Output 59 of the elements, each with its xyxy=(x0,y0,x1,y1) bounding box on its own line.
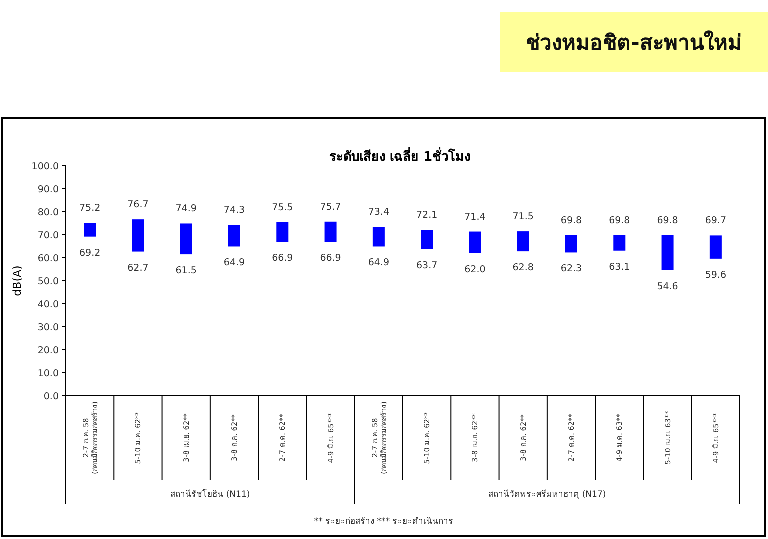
annotation: 62.8 xyxy=(512,262,534,274)
y-tick-label: 30.0 xyxy=(38,322,59,334)
annotation: 64.9 xyxy=(368,258,390,269)
annotation: 62.7 xyxy=(128,262,149,274)
y-tick-label: 10.0 xyxy=(38,368,59,380)
bar xyxy=(372,227,385,247)
bar xyxy=(517,232,530,252)
bar xyxy=(614,235,626,251)
y-tick-label: 70.0 xyxy=(38,230,59,242)
annotation: 54.6 xyxy=(657,281,678,292)
annotation: 59.6 xyxy=(705,270,727,281)
annotation: 69.2 xyxy=(79,248,101,259)
data-label: 69.8 xyxy=(560,215,582,226)
bar xyxy=(421,230,434,250)
data-label: 75.7 xyxy=(320,202,342,213)
data-label: 69.8 xyxy=(657,215,678,226)
annotation: 62.3 xyxy=(560,264,582,275)
text: สถานีรัชโยธิน (N11) xyxy=(170,489,250,500)
y-tick-label: 20.0 xyxy=(38,346,59,356)
data-label: 74.3 xyxy=(224,205,246,216)
data-label: 71.4 xyxy=(464,212,486,223)
data-label: 72.1 xyxy=(416,210,438,222)
data-label: 75.2 xyxy=(79,203,101,214)
bar xyxy=(180,224,192,255)
bar xyxy=(469,232,482,254)
y-tick-label: 90.0 xyxy=(38,184,59,196)
annotation: 62.0 xyxy=(464,264,486,276)
data-label: 69.8 xyxy=(609,215,630,226)
bar xyxy=(662,235,674,270)
bar xyxy=(84,223,96,237)
annotation: 64.9 xyxy=(224,258,246,269)
bar xyxy=(132,220,144,252)
y-tick-label: 40.0 xyxy=(38,300,59,310)
y-tick-label: 60.0 xyxy=(38,254,59,264)
text: สถานีวัดพระศรีมหาธาตุ (N17) xyxy=(488,489,606,500)
data-label: 76.7 xyxy=(128,200,149,211)
bar xyxy=(228,225,240,247)
text: ** ระยะก่อสร้าง *** ระยะดำเนินการ xyxy=(314,516,454,527)
data-label: 69.7 xyxy=(705,216,727,227)
annotation: 63.1 xyxy=(609,262,630,273)
y-tick-label: 80.0 xyxy=(38,208,59,218)
bar xyxy=(276,222,289,242)
chart-subtitle: ระดับเสียง เฉลี่ย 1ชั่วโมง xyxy=(329,147,471,165)
data-label: 71.5 xyxy=(512,212,534,223)
y-axis-title: dB(A) xyxy=(11,266,24,296)
bar xyxy=(566,235,578,253)
bar xyxy=(324,222,337,242)
data-label: 73.4 xyxy=(368,207,390,218)
y-tick-label: 100.0 xyxy=(32,162,59,172)
annotation: 66.9 xyxy=(320,253,342,264)
bar xyxy=(710,236,722,259)
data-label: 75.5 xyxy=(272,202,294,214)
annotation: 61.5 xyxy=(176,266,197,277)
data-label: 74.9 xyxy=(176,204,197,215)
y-tick-label: 50.0 xyxy=(38,276,59,288)
annotation: 63.7 xyxy=(416,260,438,272)
y-tick-label: 0.0 xyxy=(44,392,59,402)
chart-title: ช่วงหมอชิต-สะพานใหม่ xyxy=(526,30,742,55)
annotation: 66.9 xyxy=(272,253,294,264)
